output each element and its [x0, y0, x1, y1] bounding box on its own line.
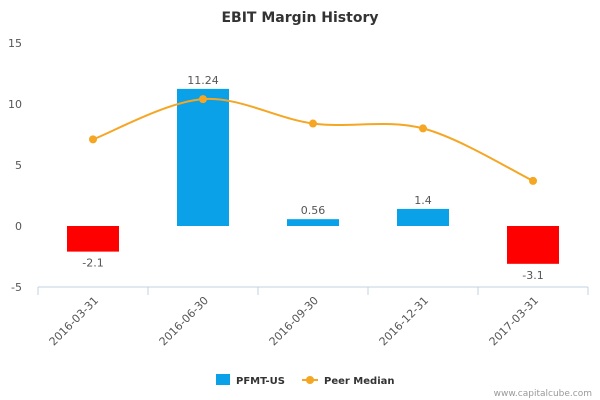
bar-data-label: -2.1	[82, 257, 103, 270]
y-axis-ticks: 15 10 5 0 -5	[8, 37, 22, 294]
bar-data-label: 0.56	[301, 204, 326, 217]
peer-median-point[interactable]	[89, 135, 97, 144]
peer-median-point[interactable]	[309, 119, 317, 128]
bar[interactable]	[177, 88, 229, 226]
peer-median-point[interactable]	[419, 124, 427, 133]
bar-data-label: -3.1	[522, 269, 543, 282]
y-tick-label: 5	[15, 159, 22, 172]
legend-swatch-peer-dot	[306, 376, 314, 384]
credit-text: www.capitalcube.com	[494, 389, 592, 399]
bar[interactable]	[507, 226, 559, 264]
bar-data-label: 11.24	[187, 74, 219, 87]
peer-median-line	[92, 97, 534, 182]
peer-median-series	[89, 95, 537, 185]
y-tick-label: 0	[15, 220, 22, 233]
legend-item-peer[interactable]: Peer Median	[302, 376, 395, 387]
x-tick-label: 2016-09-30	[267, 294, 321, 348]
x-tick-label: 2016-12-31	[377, 294, 431, 348]
legend: PFMT-US Peer Median	[216, 374, 395, 387]
legend-item-pfmt[interactable]: PFMT-US	[216, 374, 285, 387]
bar-series	[67, 88, 559, 264]
x-axis-ticks: 2016-03-31 2016-06-30 2016-09-30 2016-12-31…	[37, 287, 589, 348]
y-tick-label: 15	[8, 37, 22, 50]
bar[interactable]	[287, 219, 339, 226]
bar[interactable]	[397, 208, 449, 226]
chart-title: EBIT Margin History	[221, 10, 378, 26]
bar[interactable]	[67, 226, 119, 252]
peer-median-point[interactable]	[199, 95, 207, 104]
bar-data-label: 1.4	[414, 194, 432, 207]
x-tick-label: 2016-03-31	[47, 294, 101, 348]
x-tick-label: 2016-06-30	[157, 294, 211, 348]
y-tick-label: -5	[11, 281, 22, 294]
x-tick-label: 2017-03-31	[487, 294, 541, 348]
peer-median-point[interactable]	[529, 176, 537, 185]
legend-label-pfmt: PFMT-US	[236, 376, 285, 387]
legend-swatch-pfmt	[216, 374, 230, 385]
legend-label-peer: Peer Median	[324, 376, 395, 387]
data-labels: -2.1 11.24 0.56 1.4 -3.1	[82, 74, 543, 282]
y-tick-label: 10	[8, 98, 22, 111]
